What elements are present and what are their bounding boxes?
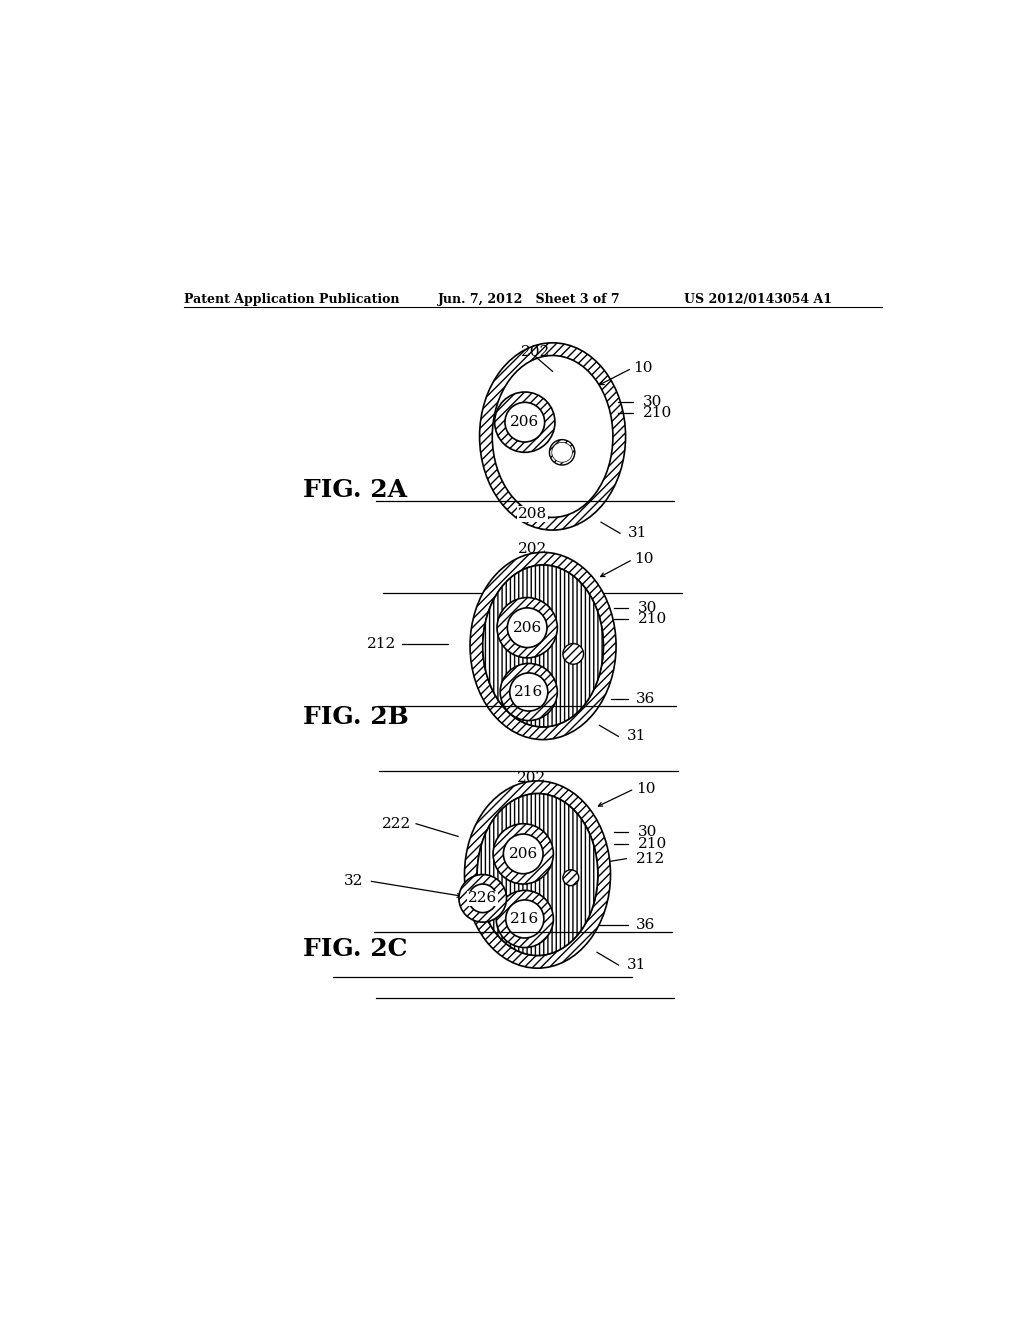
Text: US 2012/0143054 A1: US 2012/0143054 A1 bbox=[684, 293, 831, 306]
Text: 30: 30 bbox=[638, 601, 656, 615]
Circle shape bbox=[497, 598, 557, 657]
Ellipse shape bbox=[470, 552, 616, 739]
Text: FIG. 2B: FIG. 2B bbox=[303, 705, 409, 730]
Text: 222: 222 bbox=[382, 817, 412, 830]
Text: 202: 202 bbox=[520, 346, 550, 359]
Text: 10: 10 bbox=[636, 781, 655, 796]
Ellipse shape bbox=[477, 793, 598, 956]
Text: 31: 31 bbox=[627, 730, 646, 743]
Text: Jun. 7, 2012   Sheet 3 of 7: Jun. 7, 2012 Sheet 3 of 7 bbox=[437, 293, 621, 306]
Text: 30: 30 bbox=[643, 395, 663, 408]
Text: 36: 36 bbox=[636, 692, 655, 706]
Text: 216: 216 bbox=[510, 912, 540, 925]
Circle shape bbox=[459, 875, 507, 923]
Circle shape bbox=[468, 884, 497, 912]
Text: 206: 206 bbox=[510, 416, 540, 429]
Circle shape bbox=[563, 870, 579, 886]
Ellipse shape bbox=[482, 565, 603, 727]
Ellipse shape bbox=[482, 565, 603, 727]
Text: 32: 32 bbox=[343, 874, 362, 888]
Circle shape bbox=[497, 891, 553, 948]
Text: 206: 206 bbox=[513, 620, 542, 635]
Ellipse shape bbox=[493, 355, 613, 517]
Text: 10: 10 bbox=[634, 553, 653, 566]
Text: 36: 36 bbox=[636, 917, 655, 932]
Text: 226: 226 bbox=[468, 891, 498, 906]
Text: 210: 210 bbox=[638, 612, 667, 626]
Circle shape bbox=[494, 824, 553, 884]
Circle shape bbox=[495, 392, 555, 453]
Text: 212: 212 bbox=[636, 851, 666, 866]
Text: 210: 210 bbox=[643, 405, 673, 420]
Ellipse shape bbox=[479, 343, 626, 531]
Circle shape bbox=[507, 609, 547, 648]
Circle shape bbox=[563, 644, 584, 664]
Circle shape bbox=[504, 834, 543, 874]
Text: 216: 216 bbox=[514, 685, 544, 700]
Text: 30: 30 bbox=[638, 825, 656, 838]
Text: 210: 210 bbox=[638, 837, 667, 850]
Text: Patent Application Publication: Patent Application Publication bbox=[183, 293, 399, 306]
Text: 202: 202 bbox=[518, 543, 548, 556]
Ellipse shape bbox=[465, 781, 610, 968]
Text: 202: 202 bbox=[516, 771, 546, 784]
Text: 206: 206 bbox=[509, 847, 538, 861]
Ellipse shape bbox=[550, 440, 574, 465]
Text: 31: 31 bbox=[627, 958, 646, 972]
Text: FIG. 2A: FIG. 2A bbox=[303, 478, 407, 503]
Text: 208: 208 bbox=[518, 507, 547, 521]
Text: 10: 10 bbox=[634, 362, 653, 375]
Text: 212: 212 bbox=[367, 638, 396, 651]
Ellipse shape bbox=[552, 442, 572, 462]
Circle shape bbox=[550, 440, 574, 465]
Circle shape bbox=[510, 673, 548, 711]
Text: FIG. 2C: FIG. 2C bbox=[303, 937, 408, 961]
Circle shape bbox=[500, 664, 557, 721]
Circle shape bbox=[505, 403, 545, 442]
Circle shape bbox=[506, 900, 544, 939]
Text: 31: 31 bbox=[628, 527, 647, 540]
Ellipse shape bbox=[477, 793, 598, 956]
